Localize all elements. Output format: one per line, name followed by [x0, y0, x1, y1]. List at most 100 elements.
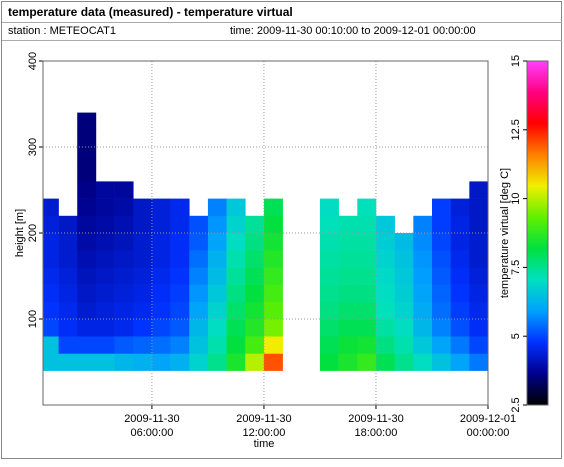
heat-cell [413, 319, 433, 337]
heat-cell [226, 353, 246, 371]
heat-cell [207, 319, 227, 337]
heat-cell [375, 267, 395, 285]
heat-cell [263, 198, 283, 217]
heat-cell [413, 215, 433, 234]
heat-cell [245, 267, 265, 285]
heat-cell [58, 233, 78, 251]
heat-cell [189, 233, 209, 251]
heat-cell [77, 129, 97, 148]
heat-cell [151, 233, 171, 251]
heat-cell [263, 284, 283, 303]
heat-cell [394, 319, 414, 337]
heat-cell [133, 319, 153, 337]
y-tick-label: 400 [27, 52, 39, 70]
heat-cell [469, 233, 489, 251]
heat-cell [319, 301, 339, 320]
heat-cell [413, 250, 433, 268]
heat-cell [207, 336, 227, 354]
heat-cell [95, 301, 115, 320]
heat-cell [58, 319, 78, 337]
heat-cell [226, 336, 246, 354]
heat-cell [375, 215, 395, 234]
heat-cell [245, 336, 265, 354]
heat-cell [450, 250, 470, 268]
heat-cell [43, 215, 59, 234]
heat-cell [450, 336, 470, 354]
heat-cell [413, 233, 433, 251]
heat-cell [77, 284, 97, 303]
heat-cell [189, 353, 209, 371]
heat-cell [450, 198, 470, 217]
heat-cell [114, 267, 134, 285]
heat-cell [95, 215, 115, 234]
heat-cell [114, 353, 134, 371]
heat-cell [319, 250, 339, 268]
heat-cell [58, 267, 78, 285]
heat-cell [245, 250, 265, 268]
heat-cell [319, 336, 339, 354]
heat-cell [469, 267, 489, 285]
heat-cell [338, 301, 358, 320]
heat-cell [151, 353, 171, 371]
heat-cell [319, 198, 339, 217]
heat-cell [95, 233, 115, 251]
heat-cell [450, 233, 470, 251]
heat-cell [207, 284, 227, 303]
x-tick-label: 2009-12-01 [460, 413, 516, 425]
heat-cell [114, 215, 134, 234]
heat-cell [43, 284, 59, 303]
heat-cell [394, 250, 414, 268]
colorbar [526, 60, 549, 406]
heat-cell [114, 250, 134, 268]
y-tick-label: 300 [27, 138, 39, 156]
heat-cell [170, 319, 190, 337]
heat-cell [77, 198, 97, 217]
heat-cell [469, 198, 489, 217]
heat-cell [450, 267, 470, 285]
heat-cell [469, 319, 489, 337]
heat-cell [431, 233, 451, 251]
colorbar-tick-label: 12.5 [510, 119, 522, 140]
heat-cell [469, 284, 489, 303]
heat-cell [375, 319, 395, 337]
heat-cell [207, 215, 227, 234]
heat-cell [226, 233, 246, 251]
heat-cell [133, 336, 153, 354]
heat-cell [151, 250, 171, 268]
heat-cell [114, 284, 134, 303]
heat-cell [151, 215, 171, 234]
heat-cell [263, 233, 283, 251]
colorbar-tick-label: 10 [510, 192, 522, 204]
heat-cell [319, 319, 339, 337]
heat-cell [77, 267, 97, 285]
heat-cell [133, 267, 153, 285]
heat-cell [357, 215, 377, 234]
heat-cell [77, 233, 97, 251]
heat-cell [77, 353, 97, 371]
station: station : METEOCAT1 [8, 25, 116, 37]
heat-cell [263, 250, 283, 268]
heat-cell [357, 250, 377, 268]
y-axis-label: height [m] [14, 209, 26, 257]
heat-cell [357, 267, 377, 285]
colorbar-tick-label: 15 [510, 55, 522, 67]
heat-cell [413, 267, 433, 285]
x-tick-label: 00:00:00 [467, 427, 510, 439]
heat-cell [431, 353, 451, 371]
heat-cell [431, 284, 451, 303]
heat-cell [394, 267, 414, 285]
heat-cell [133, 301, 153, 320]
heat-cell [43, 267, 59, 285]
heat-cell [170, 233, 190, 251]
heat-cell [114, 319, 134, 337]
heat-cell [357, 319, 377, 337]
heat-cell [413, 353, 433, 371]
heat-cell [319, 267, 339, 285]
heat-cell [319, 284, 339, 303]
heat-cell [375, 250, 395, 268]
heat-cell [189, 215, 209, 234]
heat-cell [114, 336, 134, 354]
x-axis-label: time [254, 438, 275, 450]
x-tick-label: 06:00:00 [131, 427, 174, 439]
heat-cell [114, 181, 134, 199]
